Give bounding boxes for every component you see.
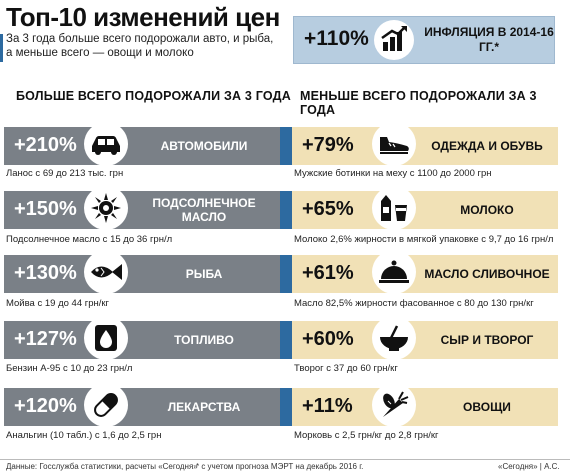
item-label: РЫБА — [185, 267, 223, 281]
footer-credit: «Сегодня» | А.С. — [498, 462, 560, 471]
item-label: МОЛОКО — [460, 203, 514, 217]
row-accent — [280, 388, 292, 426]
footer-footnote: * с учетом прогноза МЭРТ на декабрь 2016… — [196, 462, 364, 471]
item-note: Подсолнечное масло с 15 до 36 грн/л — [6, 234, 173, 245]
title-accent-bar — [0, 34, 3, 62]
right-item-vegetables: +11% ОВОЩИ — [280, 383, 558, 427]
item-pct: +11% — [302, 395, 353, 417]
row-accent — [280, 127, 292, 165]
fuel-drop-icon — [84, 316, 128, 360]
item-label: ЛЕКАРСТВА — [167, 400, 241, 414]
left-item-sunflower-oil: +150% ПОДСОЛНЕЧНОЕ МАСЛО — [4, 186, 294, 230]
milk-icon — [372, 186, 416, 230]
item-note: Молоко 2,6% жирности в мягкой упаковке с… — [294, 234, 554, 245]
bowl-icon — [372, 316, 416, 360]
item-note: Анальгин (10 табл.) с 1,6 до 2,5 грн — [6, 430, 162, 441]
chart-growth-icon — [374, 20, 414, 60]
item-pct: +65% — [302, 198, 354, 220]
item-note: Морковь с 2,5 грн/кг до 2,8 грн/кг — [294, 430, 439, 441]
left-item-fuel: +127% ТОПЛИВО — [4, 316, 294, 360]
sunflower-icon — [84, 186, 128, 230]
right-item-butter: +61% МАСЛО СЛИВОЧНОЕ — [280, 250, 558, 294]
item-pct: +130% — [14, 262, 77, 284]
car-icon — [84, 122, 128, 166]
item-label: МАСЛО СЛИВОЧНОЕ — [424, 267, 550, 281]
left-item-medicine: +120% ЛЕКАРСТВА — [4, 383, 294, 427]
right-column-heading: МЕНЬШЕ ВСЕГО ПОДОРОЖАЛИ ЗА 3 ГОДА — [300, 89, 537, 117]
pill-icon — [84, 383, 128, 427]
left-item-cars: +210% АВТОМОБИЛИ — [4, 122, 294, 166]
item-pct: +79% — [302, 134, 354, 156]
item-note: Бензин А-95 с 10 до 23 грн/л — [6, 363, 133, 374]
left-item-fish: +130% РЫБА — [4, 250, 294, 294]
left-column-heading: БОЛЬШЕ ВСЕГО ПОДОРОЖАЛИ ЗА 3 ГОДА — [16, 89, 291, 103]
fish-icon — [84, 250, 128, 294]
item-label: ОДЕЖДА И ОБУВЬ — [431, 139, 543, 153]
right-item-clothing: +79% ОДЕЖДА И ОБУВЬ — [280, 122, 558, 166]
inflation-box: +110% ИНФЛЯЦИЯ В 2014-16 ГГ.* — [293, 16, 555, 64]
footer-divider — [0, 459, 570, 460]
item-note: Ланос с 69 до 213 тыс. грн — [6, 168, 124, 179]
right-item-milk: +65% МОЛОКО — [280, 186, 558, 230]
item-label: ПОДСОЛНЕЧНОЕ МАСЛО — [152, 196, 256, 224]
right-item-cheese: +60% СЫР И ТВОРОГ — [280, 316, 558, 360]
item-note: Мойва с 19 до 44 грн/кг — [6, 298, 109, 309]
page-subtitle: За 3 года больше всего подорожали авто, … — [6, 33, 274, 59]
footer-source: Данные: Госслужба статистики, расчеты «С… — [6, 462, 198, 471]
item-pct: +120% — [14, 395, 77, 417]
item-note: Творог с 37 до 60 грн/кг — [294, 363, 398, 374]
item-label: ОВОЩИ — [463, 400, 511, 414]
inflation-label: ИНФЛЯЦИЯ В 2014-16 ГГ.* — [424, 25, 554, 54]
row-accent — [280, 255, 292, 293]
row-accent — [280, 321, 292, 359]
item-pct: +150% — [14, 198, 77, 220]
item-note: Мужские ботинки на меху с 1100 до 2000 г… — [294, 168, 492, 179]
item-label: АВТОМОБИЛИ — [160, 139, 248, 153]
item-pct: +60% — [302, 328, 354, 350]
cloche-icon — [372, 250, 416, 294]
item-pct: +127% — [14, 328, 77, 350]
inflation-value: +110% — [304, 27, 369, 50]
page-title: Топ-10 изменений цен — [6, 2, 280, 32]
item-pct: +61% — [302, 262, 354, 284]
item-note: Масло 82,5% жирности фасованное с 80 до … — [294, 298, 534, 309]
shoe-icon — [372, 122, 416, 166]
item-label: ТОПЛИВО — [174, 333, 234, 347]
vegetables-icon — [372, 383, 416, 427]
item-pct: +210% — [14, 134, 77, 156]
item-label: СЫР И ТВОРОГ — [440, 333, 534, 347]
row-accent — [280, 191, 292, 229]
